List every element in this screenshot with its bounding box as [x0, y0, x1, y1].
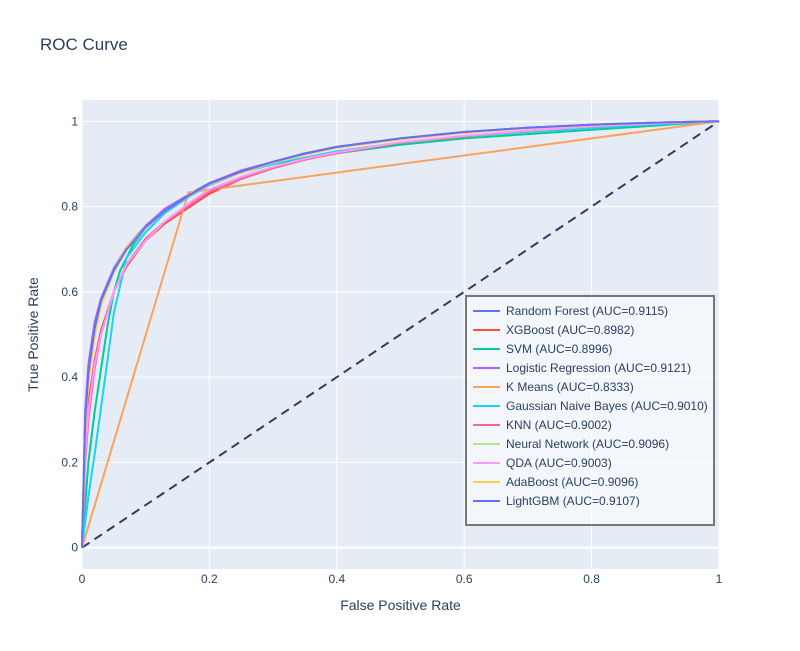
legend-item-label: XGBoost (AUC=0.8982)	[506, 323, 634, 337]
x-tick-label: 0.2	[201, 572, 218, 586]
legend: Random Forest (AUC=0.9115) XGBoost (AUC=0…	[465, 295, 715, 526]
x-tick-label: 0	[79, 572, 86, 586]
legend-item-label: K Means (AUC=0.8333)	[506, 380, 634, 394]
y-tick-label: 0.6	[61, 285, 78, 299]
legend-item-label: KNN (AUC=0.9002)	[506, 418, 612, 432]
y-tick-label: 0.8	[61, 200, 78, 214]
y-tick-label: 1	[71, 114, 78, 128]
legend-box	[465, 295, 715, 526]
series-group	[81, 120, 720, 548]
y-tick-label: 0	[71, 541, 78, 555]
series-line-10	[81, 120, 720, 548]
legend-item-label: Neural Network (AUC=0.9096)	[506, 437, 669, 451]
series-line-8	[81, 120, 720, 548]
legend-item-label: Random Forest (AUC=0.9115)	[506, 304, 668, 318]
y-tick-label: 0.2	[61, 455, 78, 469]
y-axis-ticks: 0 0.2 0.4 0.6 0.8 1	[61, 114, 78, 554]
legend-item-label: LightGBM (AUC=0.9107)	[506, 494, 640, 508]
legend-item-label: AdaBoost (AUC=0.9096)	[506, 475, 638, 489]
x-tick-label: 0.4	[328, 572, 345, 586]
x-tick-label: 1	[716, 572, 723, 586]
x-axis-label: False Positive Rate	[340, 597, 461, 613]
legend-item-label: SVM (AUC=0.8996)	[506, 342, 612, 356]
reference-line	[81, 120, 720, 549]
x-tick-label: 0.6	[456, 572, 473, 586]
series-line-4	[81, 120, 720, 548]
legend-item-label: Logistic Regression (AUC=0.9121)	[506, 361, 691, 375]
chart-title: ROC Curve	[40, 35, 128, 54]
y-tick-label: 0.4	[61, 370, 78, 384]
legend-item-label: QDA (AUC=0.9003)	[506, 456, 612, 470]
y-axis-label: True Positive Rate	[25, 277, 41, 392]
x-tick-label: 0.8	[583, 572, 600, 586]
x-axis-ticks: 0 0.2 0.4 0.6 0.8 1	[79, 572, 723, 586]
legend-item-label: Gaussian Naive Bayes (AUC=0.9010)	[506, 399, 708, 413]
reference-line-group	[81, 120, 720, 549]
grid-lines	[81, 100, 720, 569]
